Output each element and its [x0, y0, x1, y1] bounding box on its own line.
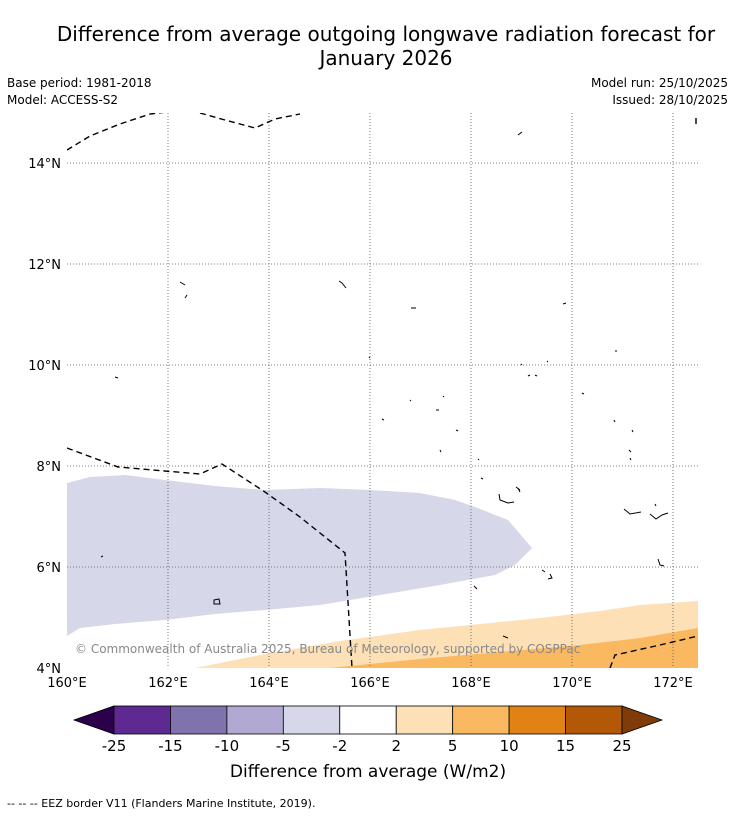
- lat-label: 10°N: [28, 359, 61, 374]
- lat-label: 4°N: [37, 662, 62, 677]
- lat-label: 8°N: [37, 460, 62, 475]
- colorbar-extend-left: [72, 705, 115, 735]
- anomaly-region-positive-medium: [330, 628, 698, 668]
- colorbar-cell: [508, 705, 566, 735]
- meta-right: Model run: 25/10/2025 Issued: 28/10/2025: [591, 75, 728, 109]
- map-area: © Commonwealth of Australia 2025, Bureau…: [67, 113, 698, 668]
- model-run: Model run: 25/10/2025: [590, 76, 728, 90]
- colorbar-cell: [170, 705, 228, 735]
- lon-label: 172°E: [653, 676, 693, 691]
- colorbar-extend-right: [621, 705, 664, 735]
- issued-date: Issued: 28/10/2025: [612, 93, 728, 107]
- lat-label: 14°N: [28, 157, 61, 172]
- title-line-2: January 2026: [319, 46, 453, 70]
- colorbar-tick-label: 25: [612, 737, 632, 755]
- colorbar-cell: [226, 705, 284, 735]
- colorbar-cell: [282, 705, 341, 735]
- lon-label: 168°E: [451, 676, 491, 691]
- island: [515, 486, 521, 493]
- island: [613, 419, 616, 423]
- lon-label: 162°E: [148, 676, 188, 691]
- island: [409, 399, 412, 402]
- chart-title: Difference from average outgoing longwav…: [0, 22, 736, 70]
- lon-label: 166°E: [350, 676, 390, 691]
- eez-legend-note: -- -- -- EEZ border V11 (Flanders Marine…: [7, 797, 316, 810]
- island: [623, 508, 642, 515]
- eez-border-marshall: [67, 447, 353, 668]
- island: [654, 503, 657, 507]
- copyright: © Commonwealth of Australia 2025, Bureau…: [75, 642, 580, 656]
- colorbar-tick-label: -2: [332, 737, 348, 755]
- island: [368, 356, 371, 359]
- title-line-1: Difference from average outgoing longwav…: [56, 22, 716, 46]
- island: [517, 131, 523, 136]
- island: [562, 302, 567, 305]
- island: [338, 280, 347, 289]
- island: [381, 418, 385, 421]
- island: [179, 281, 186, 286]
- island: [502, 635, 509, 639]
- eez-borders: [67, 113, 698, 668]
- lat-label: 6°N: [37, 561, 62, 576]
- colorbar: [72, 705, 664, 735]
- eez-border-north: [67, 113, 165, 151]
- island: [649, 512, 669, 520]
- lat-label: 12°N: [28, 258, 61, 273]
- lon-label: 164°E: [249, 676, 289, 691]
- island: [114, 376, 119, 379]
- island: [477, 458, 480, 461]
- gridlines: [67, 113, 698, 668]
- island: [631, 429, 634, 433]
- colorbar-cell: [452, 705, 510, 735]
- colorbar-tick-label: 2: [391, 737, 401, 755]
- island: [100, 555, 104, 558]
- anomaly-region-negative: [67, 475, 532, 636]
- lon-labels: 160°E 162°E 164°E 166°E 168°E 170°E 172°…: [47, 676, 693, 691]
- island: [184, 294, 188, 299]
- island: [480, 477, 484, 480]
- islands: [100, 131, 669, 639]
- colorbar-tick-label: 15: [556, 737, 576, 755]
- island: [657, 558, 665, 567]
- island: [442, 395, 445, 398]
- island: [541, 569, 553, 580]
- island: [213, 598, 221, 605]
- island: [498, 493, 515, 504]
- colorbar-cell: [113, 705, 171, 735]
- colorbar-label: Difference from average (W/m2): [229, 762, 507, 782]
- colorbar-cell: [339, 705, 397, 735]
- island: [520, 363, 523, 366]
- island: [628, 449, 632, 461]
- base-period: Base period: 1981-2018: [7, 76, 152, 90]
- model-name: Model: ACCESS-S2: [7, 93, 119, 107]
- colorbar-cell: [395, 705, 454, 735]
- island: [473, 585, 478, 590]
- island: [581, 392, 585, 395]
- colorbar-tick-label: 5: [447, 737, 458, 755]
- colorbar-tick-label: -15: [158, 737, 183, 755]
- lon-label: 160°E: [47, 676, 87, 691]
- eez-border-north-2: [199, 113, 301, 129]
- island: [439, 449, 442, 453]
- colorbar-tick-label: -25: [101, 737, 127, 755]
- meta-left: Base period: 1981-2018 Model: ACCESS-S2: [7, 75, 152, 109]
- lat-labels: 14°N 12°N 10°N 8°N 6°N 4°N: [28, 157, 61, 677]
- colorbar-tick-label: 10: [499, 737, 519, 755]
- colorbar-tick-label: -5: [275, 737, 291, 755]
- lon-label: 170°E: [552, 676, 592, 691]
- colorbar-cell: [565, 705, 623, 735]
- colorbar-tick-label: -10: [214, 737, 240, 755]
- island: [527, 374, 538, 377]
- island: [455, 429, 459, 432]
- island: [546, 360, 549, 363]
